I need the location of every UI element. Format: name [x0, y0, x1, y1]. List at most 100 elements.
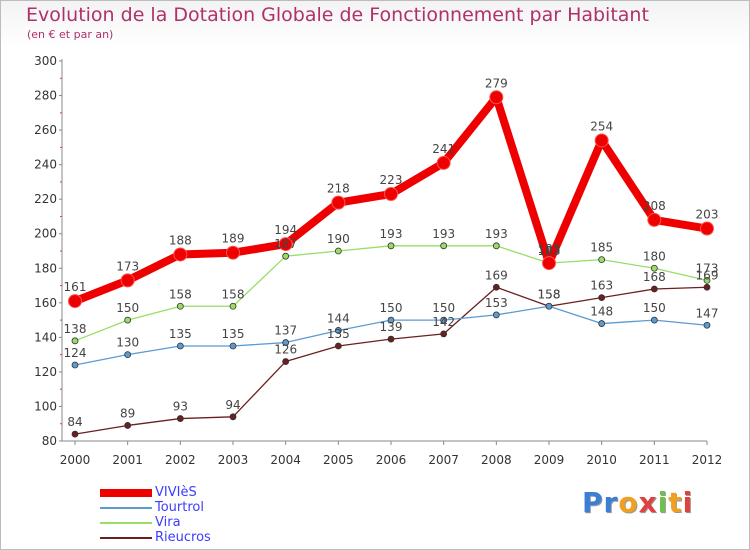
data-point-vira	[387, 242, 395, 250]
data-label-vira: 190	[327, 232, 350, 246]
data-label-vira: 158	[169, 287, 192, 301]
data-label-rieucros: 163	[590, 279, 613, 293]
data-label-vivi-s: 254	[590, 119, 613, 133]
x-tick-label: 2003	[218, 453, 249, 467]
data-point-vivi-s	[68, 294, 82, 309]
y-tick-label: 220	[34, 192, 57, 206]
data-label-tourtrol: 147	[696, 306, 719, 320]
x-tick-label: 2000	[60, 453, 91, 467]
x-tick-label: 2006	[376, 453, 407, 467]
data-label-vira: 150	[116, 301, 139, 315]
data-label-tourtrol: 153	[485, 296, 508, 310]
data-point-tourtrol	[124, 351, 132, 359]
data-point-vivi-s	[384, 187, 398, 201]
data-label-vira: 187	[274, 237, 297, 251]
legend-label-vivies: VIVIèS	[155, 485, 197, 500]
x-tick-label: 2012	[692, 453, 723, 467]
data-label-tourtrol: 158	[538, 287, 561, 301]
data-point-tourtrol	[650, 316, 658, 324]
data-point-vivi-s	[278, 237, 293, 252]
data-point-vivi-s	[331, 195, 346, 210]
data-point-vivi-s	[173, 247, 188, 262]
data-label-rieucros: 169	[696, 268, 719, 282]
data-label-rieucros: 84	[67, 415, 82, 429]
legend-swatch-tourtrol	[100, 507, 152, 509]
logo-letter: t	[668, 486, 683, 519]
x-tick-label: 2007	[428, 453, 459, 467]
x-tick-label: 2004	[270, 453, 301, 467]
x-tick-label: 2001	[112, 453, 143, 467]
data-label-vivi-s: 223	[380, 173, 403, 187]
x-tick-label: 2005	[323, 453, 354, 467]
data-point-rieucros	[176, 415, 184, 422]
data-label-vivi-s: 279	[485, 76, 508, 90]
x-tick-label: 2011	[639, 453, 670, 467]
data-point-tourtrol	[176, 342, 184, 350]
data-label-rieucros: 158	[538, 287, 561, 301]
data-label-vivi-s: 218	[327, 182, 350, 196]
logo-letter: i	[682, 486, 694, 519]
data-label-vivi-s: 208	[643, 199, 666, 213]
data-label-vivi-s: 183	[538, 242, 561, 256]
y-tick-label: 80	[42, 434, 57, 448]
proxiti-logo: Proxiti	[582, 486, 693, 519]
data-label-tourtrol: 137	[274, 324, 297, 338]
legend-swatch-vira	[100, 522, 152, 524]
data-point-vivi-s	[489, 90, 504, 105]
y-tick-label: 240	[34, 158, 57, 172]
data-label-vira: 138	[64, 322, 87, 336]
data-point-rieucros	[492, 283, 500, 291]
data-point-tourtrol	[71, 361, 79, 369]
data-label-tourtrol: 124	[64, 346, 87, 360]
data-label-vivi-s: 161	[64, 280, 87, 294]
y-tick-label: 300	[34, 54, 57, 68]
data-label-tourtrol: 150	[643, 301, 666, 315]
y-tick-label: 160	[34, 296, 57, 310]
y-tick-label: 120	[34, 365, 57, 379]
chart-title: Evolution de la Dotation Globale de Fonc…	[26, 4, 649, 26]
data-label-vira: 158	[222, 287, 245, 301]
data-point-vivi-s	[700, 221, 714, 236]
data-label-vivi-s: 194	[274, 223, 297, 237]
data-label-vira: 173	[696, 261, 719, 275]
legend-label-tourtrol: Tourtrol	[155, 500, 204, 515]
data-point-vira	[598, 256, 606, 264]
data-label-tourtrol: 150	[380, 301, 403, 315]
data-label-rieucros: 93	[173, 400, 188, 414]
data-point-rieucros	[71, 430, 79, 438]
data-label-rieucros: 168	[643, 270, 666, 284]
y-tick-label: 100	[34, 399, 57, 413]
data-point-vivi-s	[647, 212, 662, 227]
data-label-vira: 193	[485, 227, 508, 241]
data-point-vivi-s	[436, 155, 451, 170]
data-label-vivi-s: 189	[222, 232, 245, 246]
y-tick-label: 260	[34, 123, 57, 137]
chart-subtitle: (en € et par an)	[27, 28, 114, 41]
data-point-rieucros	[282, 358, 290, 365]
y-tick-label: 280	[34, 89, 57, 103]
data-point-rieucros	[334, 342, 342, 350]
logo-letter: P	[582, 486, 604, 519]
data-point-vivi-s	[542, 256, 556, 271]
data-label-rieucros: 135	[327, 327, 350, 341]
data-point-rieucros	[387, 335, 395, 343]
y-tick-label: 180	[34, 261, 57, 275]
data-point-tourtrol	[598, 320, 606, 327]
data-point-tourtrol	[282, 339, 290, 346]
data-point-rieucros	[124, 422, 132, 429]
data-point-tourtrol	[229, 342, 237, 350]
logo-letter: o	[618, 486, 639, 519]
data-label-vivi-s: 173	[116, 259, 139, 273]
x-tick-label: 2010	[586, 453, 617, 467]
data-point-rieucros	[598, 294, 606, 302]
data-label-tourtrol: 130	[116, 336, 139, 350]
data-label-tourtrol: 135	[169, 327, 192, 341]
legend-label-vira: Vira	[155, 515, 181, 530]
data-point-vira	[440, 242, 448, 250]
data-point-rieucros	[440, 330, 448, 338]
data-point-tourtrol	[334, 327, 342, 334]
data-point-vira	[282, 252, 290, 260]
data-point-tourtrol	[545, 302, 553, 310]
data-point-vira	[703, 276, 711, 284]
